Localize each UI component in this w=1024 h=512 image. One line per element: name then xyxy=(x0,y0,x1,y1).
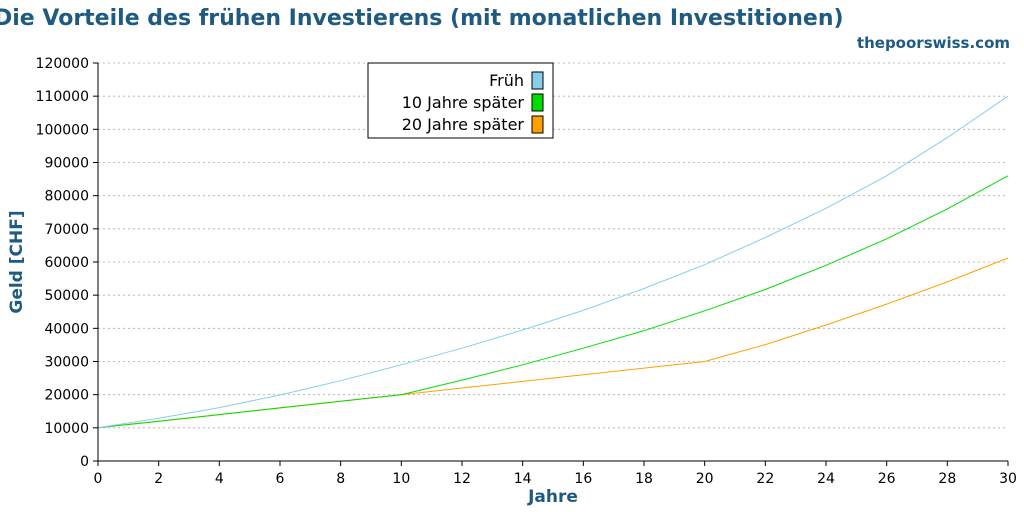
legend-label: 20 Jahre später xyxy=(402,115,525,134)
y-tick-label: 110000 xyxy=(36,89,89,105)
x-tick-label: 14 xyxy=(514,471,532,487)
y-tick-label: 80000 xyxy=(44,189,89,205)
y-tick-label: 90000 xyxy=(44,156,89,172)
y-tick-label: 50000 xyxy=(44,288,89,304)
y-axis-label: Geld [CHF] xyxy=(7,210,27,313)
y-tick-label: 10000 xyxy=(44,421,89,437)
legend-box xyxy=(367,62,554,139)
y-tick-label: 0 xyxy=(80,454,89,470)
y-tick-label: 40000 xyxy=(44,321,89,337)
x-tick-label: 8 xyxy=(336,471,345,487)
x-tick-label: 22 xyxy=(756,471,774,487)
x-axis-ticks: 0 2 4 6 8 10 12 14 16 18 20 22 24 26 28 30 xyxy=(94,461,1017,487)
legend-swatch xyxy=(531,93,544,112)
x-tick-label: 16 xyxy=(574,471,592,487)
series-line-1 xyxy=(97,95,1009,429)
y-tick-label: 120000 xyxy=(36,56,89,72)
x-tick-label: 30 xyxy=(999,471,1017,487)
legend-label: Früh xyxy=(489,71,524,90)
x-tick-label: 20 xyxy=(696,471,714,487)
legend-label: 10 Jahre später xyxy=(402,93,525,112)
x-tick-label: 10 xyxy=(392,471,410,487)
x-tick-label: 26 xyxy=(878,471,896,487)
x-tick-label: 6 xyxy=(276,471,285,487)
y-tick-label: 60000 xyxy=(44,255,89,271)
x-tick-label: 28 xyxy=(938,471,956,487)
legend-swatch xyxy=(531,71,544,90)
y-tick-label: 20000 xyxy=(44,388,89,404)
y-tick-label: 100000 xyxy=(36,122,89,138)
legend: Früh 10 Jahre später 20 Jahre später xyxy=(367,62,554,139)
series-layer xyxy=(97,95,1009,429)
x-tick-label: 2 xyxy=(154,471,163,487)
x-tick-label: 18 xyxy=(635,471,653,487)
x-tick-label: 0 xyxy=(94,471,103,487)
y-axis-ticks: 0 10000 20000 30000 40000 50000 60000 70000 8000… xyxy=(36,56,98,470)
y-tick-label: 70000 xyxy=(44,222,89,238)
series-line-2 xyxy=(97,175,1009,429)
x-tick-label: 24 xyxy=(817,471,835,487)
y-tick-label: 30000 xyxy=(44,355,89,371)
chart-subtitle: thepoorswiss.com xyxy=(857,34,1010,52)
x-axis-label: Jahre xyxy=(527,487,578,507)
series-line-3 xyxy=(97,257,1009,429)
x-tick-label: 4 xyxy=(215,471,224,487)
x-tick-label: 12 xyxy=(453,471,471,487)
gridlines xyxy=(98,62,1008,429)
legend-swatch xyxy=(531,115,544,134)
chart-title: Die Vorteile des frühen Investierens (mi… xyxy=(0,6,844,31)
